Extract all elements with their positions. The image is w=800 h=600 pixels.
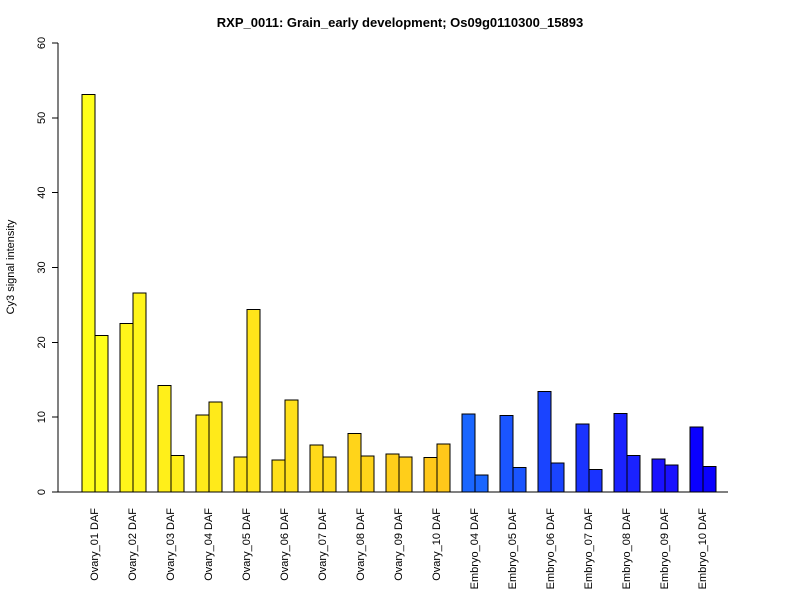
bar-6-2 — [284, 399, 299, 493]
category-label: Embryo_07 DAF — [583, 508, 595, 590]
category-label: Ovary_01 DAF — [89, 508, 101, 581]
bar-11-2 — [474, 474, 489, 493]
bar-12-2 — [512, 466, 527, 493]
bar-16-2 — [664, 464, 679, 493]
bar-4-2 — [208, 401, 223, 493]
y-tick-label: 20 — [36, 336, 48, 348]
y-tick-label: 60 — [36, 37, 48, 49]
category-label: Ovary_10 DAF — [431, 508, 443, 581]
bar-13-2 — [550, 462, 565, 493]
bar-5-1 — [233, 456, 248, 493]
chart-title: RXP_0011: Grain_early development; Os09g… — [217, 15, 583, 30]
bar-7-2 — [322, 456, 337, 493]
bar-15-1 — [613, 412, 628, 493]
bar-2-1 — [119, 323, 134, 493]
y-tick-label: 50 — [36, 112, 48, 124]
bar-8-2 — [360, 455, 375, 493]
y-axis: 0 10 20 30 40 50 60 — [36, 37, 59, 495]
y-tick-label: 40 — [36, 187, 48, 199]
bar-13-1 — [537, 391, 552, 493]
bar-2-2 — [132, 292, 147, 493]
bar-16-1 — [651, 458, 666, 493]
category-label: Ovary_09 DAF — [393, 508, 405, 581]
bar-17-2 — [702, 466, 717, 493]
category-label: Ovary_03 DAF — [165, 508, 177, 581]
y-tick-label: 0 — [36, 489, 48, 495]
category-label: Embryo_09 DAF — [659, 508, 671, 590]
bar-6-1 — [271, 459, 286, 493]
category-label: Ovary_02 DAF — [127, 508, 139, 581]
bar-14-1 — [575, 423, 590, 493]
bar-11-1 — [461, 413, 476, 493]
category-labels: Ovary_01 DAF Ovary_02 DAF Ovary_03 DAF Ovar… — [89, 508, 709, 590]
category-label: Ovary_08 DAF — [355, 508, 367, 581]
y-tick-label: 30 — [36, 261, 48, 273]
bar-1-2 — [94, 335, 109, 493]
bar-9-2 — [398, 456, 413, 493]
bar-12-1 — [499, 415, 514, 493]
category-label: Embryo_05 DAF — [507, 508, 519, 590]
category-label: Embryo_06 DAF — [545, 508, 557, 590]
category-label: Ovary_06 DAF — [279, 508, 291, 581]
bar-15-2 — [626, 454, 641, 493]
bar-3-1 — [157, 385, 172, 493]
bar-3-2 — [170, 454, 185, 493]
bar-14-2 — [588, 469, 603, 493]
category-label: Ovary_05 DAF — [241, 508, 253, 581]
bar-7-1 — [309, 444, 324, 493]
bar-10-1 — [423, 457, 438, 493]
bar-5-2 — [246, 308, 261, 493]
bar-series — [81, 94, 717, 493]
category-label: Embryo_10 DAF — [697, 508, 709, 590]
category-label: Embryo_08 DAF — [621, 508, 633, 590]
bar-4-1 — [195, 414, 210, 493]
bar-9-1 — [385, 453, 400, 493]
category-label: Ovary_07 DAF — [317, 508, 329, 581]
bar-8-1 — [347, 433, 362, 493]
category-label: Ovary_04 DAF — [203, 508, 215, 581]
y-tick-label: 10 — [36, 411, 48, 423]
bar-10-2 — [436, 443, 451, 493]
category-label: Embryo_04 DAF — [469, 508, 481, 590]
y-axis-label: Cy3 signal intensity — [5, 219, 17, 314]
bar-1-1 — [81, 94, 96, 493]
bar-17-1 — [689, 426, 704, 493]
